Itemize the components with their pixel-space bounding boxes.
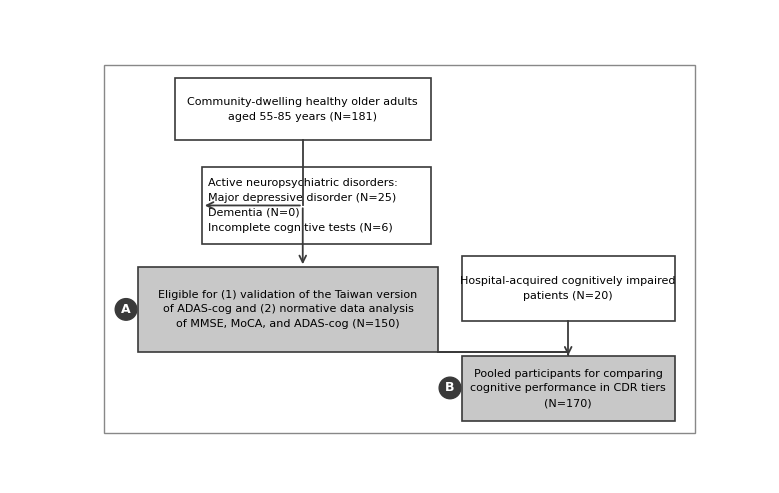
Text: B: B bbox=[446, 382, 455, 394]
Bar bbox=[138, 267, 439, 352]
Circle shape bbox=[115, 299, 137, 320]
Text: Community-dwelling healthy older adults
aged 55-85 years (N=181): Community-dwelling healthy older adults … bbox=[188, 97, 418, 122]
Text: Eligible for (1) validation of the Taiwan version
of ADAS-cog and (2) normative : Eligible for (1) validation of the Taiwa… bbox=[158, 289, 418, 329]
Circle shape bbox=[439, 377, 461, 399]
Text: Active neuropsychiatric disorders:
Major depressive disorder (N=25)
Dementia (N=: Active neuropsychiatric disorders: Major… bbox=[208, 178, 398, 233]
Bar bbox=[462, 355, 675, 421]
Text: A: A bbox=[122, 303, 131, 316]
Text: Hospital-acquired cognitively impaired
patients (N=20): Hospital-acquired cognitively impaired p… bbox=[460, 276, 676, 301]
Bar bbox=[202, 167, 431, 244]
Text: Pooled participants for comparing
cognitive performance in CDR tiers
(N=170): Pooled participants for comparing cognit… bbox=[471, 369, 666, 408]
Bar bbox=[462, 255, 675, 321]
Bar bbox=[174, 78, 431, 140]
